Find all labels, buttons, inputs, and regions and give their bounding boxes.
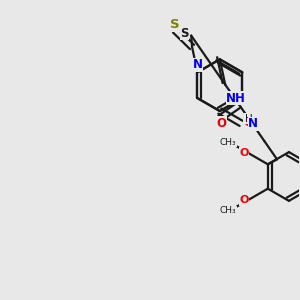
- Text: N: N: [248, 117, 258, 130]
- Text: H: H: [245, 113, 253, 124]
- Text: N: N: [193, 58, 202, 71]
- Text: O: O: [239, 195, 249, 205]
- Text: O: O: [244, 116, 254, 129]
- Text: O: O: [239, 148, 249, 158]
- Text: O: O: [217, 117, 226, 130]
- Text: S: S: [170, 18, 180, 31]
- Text: CH₃: CH₃: [220, 138, 236, 147]
- Text: CH₃: CH₃: [220, 206, 236, 215]
- Text: NH: NH: [226, 92, 246, 105]
- Text: S: S: [180, 27, 189, 40]
